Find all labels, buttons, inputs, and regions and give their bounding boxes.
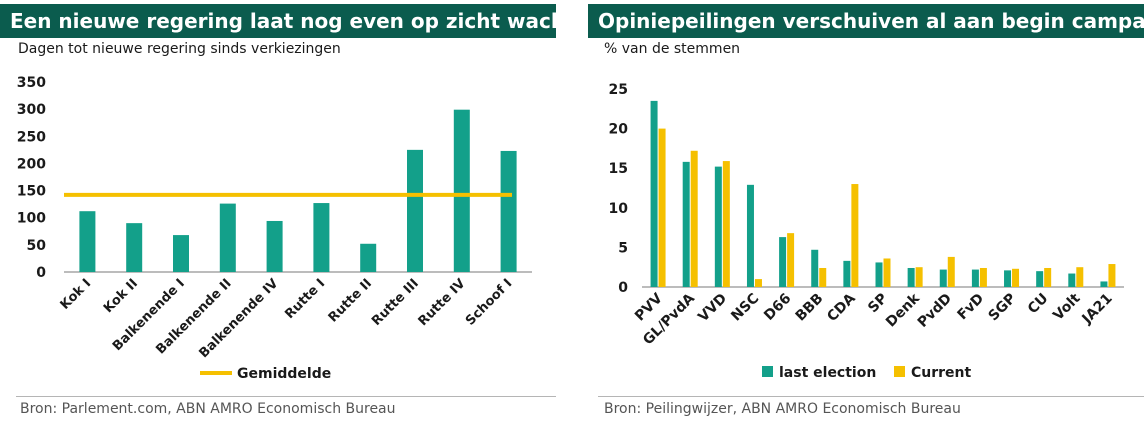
chart-source: Bron: Parlement.com, ABN AMRO Economisch… — [20, 401, 396, 417]
bar — [1076, 267, 1084, 287]
bar — [787, 233, 795, 287]
bar — [453, 109, 470, 272]
y-tick-label: 200 — [17, 156, 46, 172]
bar — [1100, 281, 1108, 287]
bar — [971, 269, 979, 287]
x-tick-label: Rutte III — [369, 276, 422, 329]
legend-average-label: Gemiddelde — [237, 366, 331, 382]
bar — [939, 269, 947, 287]
x-tick-label: Rutte II — [326, 276, 375, 325]
y-tick-label: 100 — [17, 211, 46, 227]
y-tick-label: 5 — [618, 240, 628, 256]
bar — [500, 150, 517, 272]
bar — [658, 128, 666, 287]
x-tick-label: Volt — [1050, 290, 1084, 324]
x-tick-label: VVD — [695, 291, 730, 326]
right-chart-panel: Opiniepeilingen verschuiven al aan begin… — [588, 0, 1144, 422]
bar — [79, 211, 96, 272]
y-tick-label: 20 — [609, 122, 629, 138]
y-tick-label: 300 — [17, 102, 46, 118]
x-tick-label: BBB — [793, 291, 827, 325]
bar — [682, 161, 690, 287]
bar — [1044, 267, 1052, 287]
bar — [1036, 271, 1044, 287]
bar — [722, 161, 730, 287]
bar — [1068, 273, 1076, 287]
bar — [779, 237, 787, 287]
y-tick-label: 10 — [609, 201, 629, 217]
bar — [754, 279, 762, 287]
x-tick-label: SGP — [986, 291, 1020, 325]
x-tick-label: FvD — [954, 291, 987, 324]
bar — [1012, 268, 1020, 287]
bar — [266, 220, 283, 272]
chart-title: Een nieuwe regering laat nog even op zic… — [0, 4, 602, 38]
x-tick-label: NSC — [728, 291, 762, 325]
bar — [883, 258, 891, 287]
x-tick-label: CU — [1025, 291, 1052, 318]
chart-source: Bron: Peilingwijzer, ABN AMRO Economisch… — [604, 401, 961, 417]
bar — [979, 267, 987, 287]
bar — [690, 150, 698, 287]
y-tick-label: 350 — [17, 75, 46, 91]
x-tick-label: Kok I — [58, 276, 95, 313]
y-tick-label: 50 — [27, 238, 47, 254]
legend-label: last election — [779, 365, 876, 381]
x-tick-label: Rutte IV — [416, 276, 469, 329]
x-tick-label: Denk — [883, 290, 923, 330]
bar — [915, 267, 923, 287]
bar — [819, 267, 827, 287]
bar — [1108, 264, 1116, 287]
legend-swatch — [894, 366, 905, 377]
bar — [219, 203, 236, 272]
legend-swatch — [762, 366, 773, 377]
x-tick-label: Balkenende IV — [196, 276, 281, 361]
chart-title: Opiniepeilingen verschuiven al aan begin… — [588, 4, 1144, 38]
x-tick-label: Rutte I — [282, 276, 328, 322]
y-tick-label: 15 — [609, 161, 628, 177]
bar — [746, 184, 754, 287]
bar — [313, 203, 330, 272]
x-tick-label: PvdD — [915, 291, 955, 331]
bar — [907, 267, 915, 287]
bar — [843, 260, 851, 287]
x-tick-label: Schoof I — [463, 276, 515, 328]
x-tick-label: SP — [865, 291, 891, 317]
bar — [875, 262, 883, 287]
y-tick-label: 0 — [36, 265, 46, 281]
x-tick-label: CDA — [824, 290, 859, 325]
y-tick-label: 250 — [17, 129, 46, 145]
legend-label: Current — [911, 365, 972, 381]
bar — [650, 100, 658, 287]
y-tick-label: 25 — [609, 82, 628, 98]
bar — [714, 166, 722, 287]
bar — [947, 256, 955, 287]
bar — [851, 184, 859, 287]
bar — [811, 249, 819, 287]
government-formation-chart: 0 50 100 150 200 250 300 350 Kok I Kok II Balkenen… — [17, 75, 532, 382]
left-chart-panel: Een nieuwe regering laat nog even op zic… — [0, 0, 602, 422]
bar — [360, 243, 377, 272]
y-tick-label: 150 — [17, 184, 46, 200]
x-tick-label: Kok II — [101, 276, 141, 316]
bar — [407, 149, 423, 272]
bar — [126, 223, 143, 272]
source-divider — [16, 396, 556, 397]
source-divider — [598, 396, 1144, 397]
chart-subtitle: Dagen tot nieuwe regering sinds verkiezi… — [18, 41, 341, 57]
bar — [1004, 270, 1012, 287]
chart-subtitle: % van de stemmen — [604, 41, 741, 57]
y-tick-label: 0 — [618, 280, 628, 296]
bar — [173, 235, 189, 272]
x-tick-label: D66 — [761, 291, 794, 324]
x-tick-label: JA21 — [1079, 291, 1116, 328]
